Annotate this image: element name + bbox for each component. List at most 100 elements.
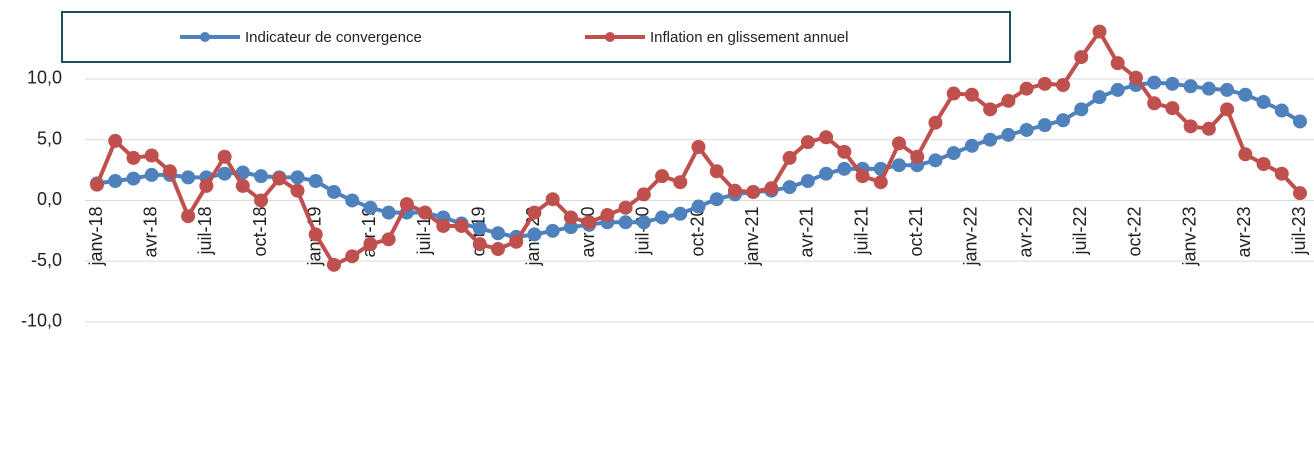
point (472, 237, 487, 252)
point (928, 153, 943, 168)
point (272, 171, 287, 186)
point (819, 130, 834, 145)
point (1074, 102, 1089, 117)
point (1147, 96, 1162, 111)
point (563, 220, 578, 235)
point (162, 164, 177, 179)
point (946, 86, 961, 101)
point (1165, 101, 1180, 116)
x-tick-label: juil-20 (633, 206, 653, 255)
point (1238, 87, 1253, 102)
point (1147, 75, 1162, 90)
point (1074, 50, 1089, 65)
point (345, 193, 360, 208)
x-tick-label: juil-19 (414, 206, 434, 255)
y-tick-label: 5,0 (37, 128, 62, 148)
point (126, 150, 141, 165)
point (837, 161, 852, 176)
point (545, 223, 560, 238)
x-tick-label: janv-22 (961, 206, 981, 266)
point (1019, 122, 1034, 137)
point (1183, 79, 1198, 94)
y-tick-label: -10,0 (21, 311, 62, 331)
point (1001, 93, 1016, 108)
point (1056, 113, 1071, 128)
x-tick-label: avr-21 (797, 206, 817, 257)
point (673, 206, 688, 221)
point (418, 205, 433, 220)
point (727, 183, 742, 198)
point (983, 132, 998, 147)
point (1092, 24, 1107, 39)
point (235, 178, 250, 193)
x-tick-label: juil-18 (195, 206, 215, 255)
point (636, 187, 651, 202)
x-tick-label: oct-20 (687, 206, 707, 256)
point (1201, 121, 1216, 136)
point (545, 192, 560, 207)
point (308, 174, 323, 189)
point (254, 193, 269, 208)
point (709, 192, 724, 207)
x-tick-label: avr-22 (1015, 206, 1035, 257)
point (873, 175, 888, 190)
point (800, 135, 815, 150)
point (181, 170, 196, 185)
point (946, 146, 961, 161)
x-tick-label: janv-23 (1179, 206, 1199, 266)
point (673, 175, 688, 190)
point (1220, 102, 1235, 117)
point (454, 218, 469, 233)
point (600, 208, 615, 223)
point (964, 138, 979, 153)
point (217, 166, 232, 181)
point (1293, 114, 1307, 129)
point (326, 184, 341, 199)
point (1220, 82, 1235, 97)
x-tick-label: oct-18 (250, 206, 270, 256)
point (217, 149, 232, 164)
point (126, 171, 141, 186)
x-tick-label: juil-21 (851, 206, 871, 255)
y-tick-label: -5,0 (31, 250, 62, 270)
point (1183, 119, 1198, 134)
point (399, 197, 414, 212)
point (819, 166, 834, 181)
point (746, 184, 761, 199)
point (782, 180, 797, 195)
point (527, 205, 542, 220)
point (1201, 81, 1216, 96)
point (1019, 81, 1034, 96)
point (1274, 166, 1289, 181)
x-tick-label: avr-20 (578, 206, 598, 257)
point (108, 174, 123, 189)
point (181, 209, 196, 224)
point (1001, 127, 1016, 142)
legend-label: Indicateur de convergence (245, 29, 422, 46)
point (928, 115, 943, 130)
point (527, 227, 542, 242)
point (363, 200, 378, 215)
point (1110, 82, 1125, 97)
point (837, 144, 852, 159)
point (892, 136, 906, 151)
point (1092, 90, 1107, 105)
point (618, 200, 633, 215)
point (90, 177, 104, 192)
point (290, 183, 305, 198)
point (491, 242, 505, 257)
point (582, 215, 597, 230)
point (910, 149, 925, 164)
point (892, 158, 906, 173)
point (308, 227, 323, 242)
point (472, 221, 487, 236)
point (491, 226, 505, 241)
x-tick-label: juil-23 (1289, 206, 1309, 255)
x-tick-label: avr-23 (1234, 206, 1254, 257)
x-tick-label: juil-22 (1070, 206, 1090, 255)
point (563, 210, 578, 225)
point (983, 102, 998, 117)
point (345, 249, 360, 264)
y-tick-label: 10,0 (27, 68, 62, 88)
